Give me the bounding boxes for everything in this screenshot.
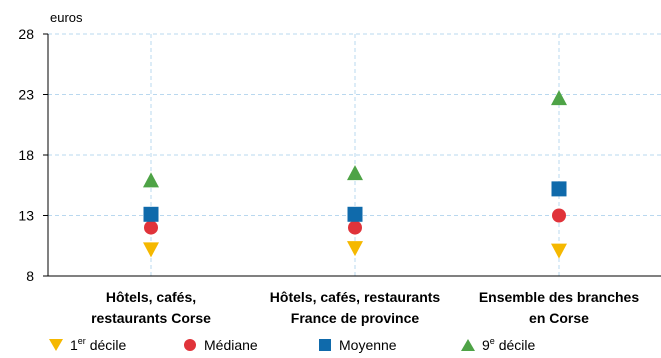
point-series-1-category-1 [348,220,362,235]
point-series-0-category-0 [143,242,159,258]
category-label-1-line-1: France de province [291,310,420,326]
y-tick-label-1: 13 [18,208,34,224]
category-label-2-line-0: Ensemble des branches [479,289,640,305]
point-series-3-category-0 [143,172,159,188]
axes [43,33,661,277]
y-tick-labels: 8 13 18 23 28 [18,26,34,284]
legend-label-2: Moyenne [339,337,397,353]
legend-label-3: 9e décile [482,336,535,353]
legend-label-0: 1er décile [70,336,126,353]
legend-item-2: Moyenne [319,337,397,353]
legend-marker-0 [49,339,63,351]
point-series-2-category-0 [143,206,159,222]
y-tick-label-4: 28 [18,26,34,42]
point-series-3-category-2 [551,90,567,106]
point-series-1-category-0 [144,220,158,235]
category-label-0-line-0: Hôtels, cafés, [106,289,196,305]
category-label-1-line-0: Hôtels, cafés, restaurants [270,289,441,305]
point-series-0-category-1 [347,241,363,257]
legend-marker-2 [319,339,331,351]
category-labels: Hôtels, cafés, restaurants Corse Hôtels, c… [91,289,639,326]
y-tick-label-2: 18 [18,147,34,163]
point-series-2-category-1 [347,206,363,222]
y-axis-unit-label: euros [50,10,83,25]
legend-item-0: 1er décile [49,336,126,353]
legend-marker-3 [461,339,475,351]
data-points [143,90,567,259]
y-tick-label-0: 8 [26,268,34,284]
category-label-0-line-1: restaurants Corse [91,310,211,326]
legend-item-1: Médiane [184,337,258,353]
legend: 1er décile Médiane Moyenne 9e décile [49,336,535,353]
legend-marker-1 [184,339,196,351]
point-series-0-category-2 [551,243,567,259]
point-series-3-category-1 [347,165,363,181]
grid [48,33,661,276]
point-series-2-category-2 [551,181,567,197]
legend-label-1: Médiane [204,337,258,353]
category-label-2-line-1: en Corse [529,310,589,326]
y-tick-label-3: 23 [18,87,34,103]
legend-item-3: 9e décile [461,336,535,353]
point-series-1-category-2 [552,208,566,223]
